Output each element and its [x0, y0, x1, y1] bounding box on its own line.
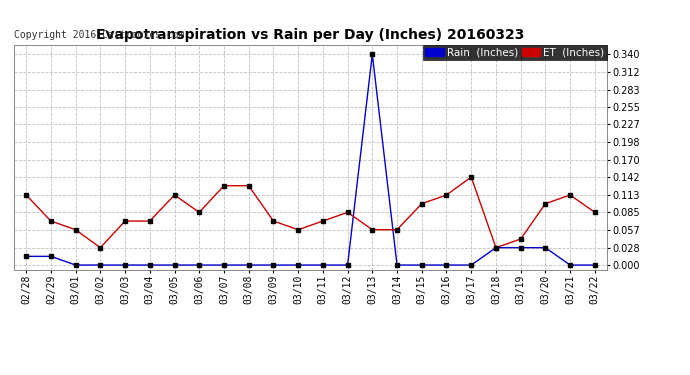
Legend: Rain  (Inches), ET  (Inches): Rain (Inches), ET (Inches): [423, 45, 607, 60]
Text: Copyright 2016 Cartronics.com: Copyright 2016 Cartronics.com: [14, 30, 184, 39]
Title: Evapotranspiration vs Rain per Day (Inches) 20160323: Evapotranspiration vs Rain per Day (Inch…: [97, 28, 524, 42]
